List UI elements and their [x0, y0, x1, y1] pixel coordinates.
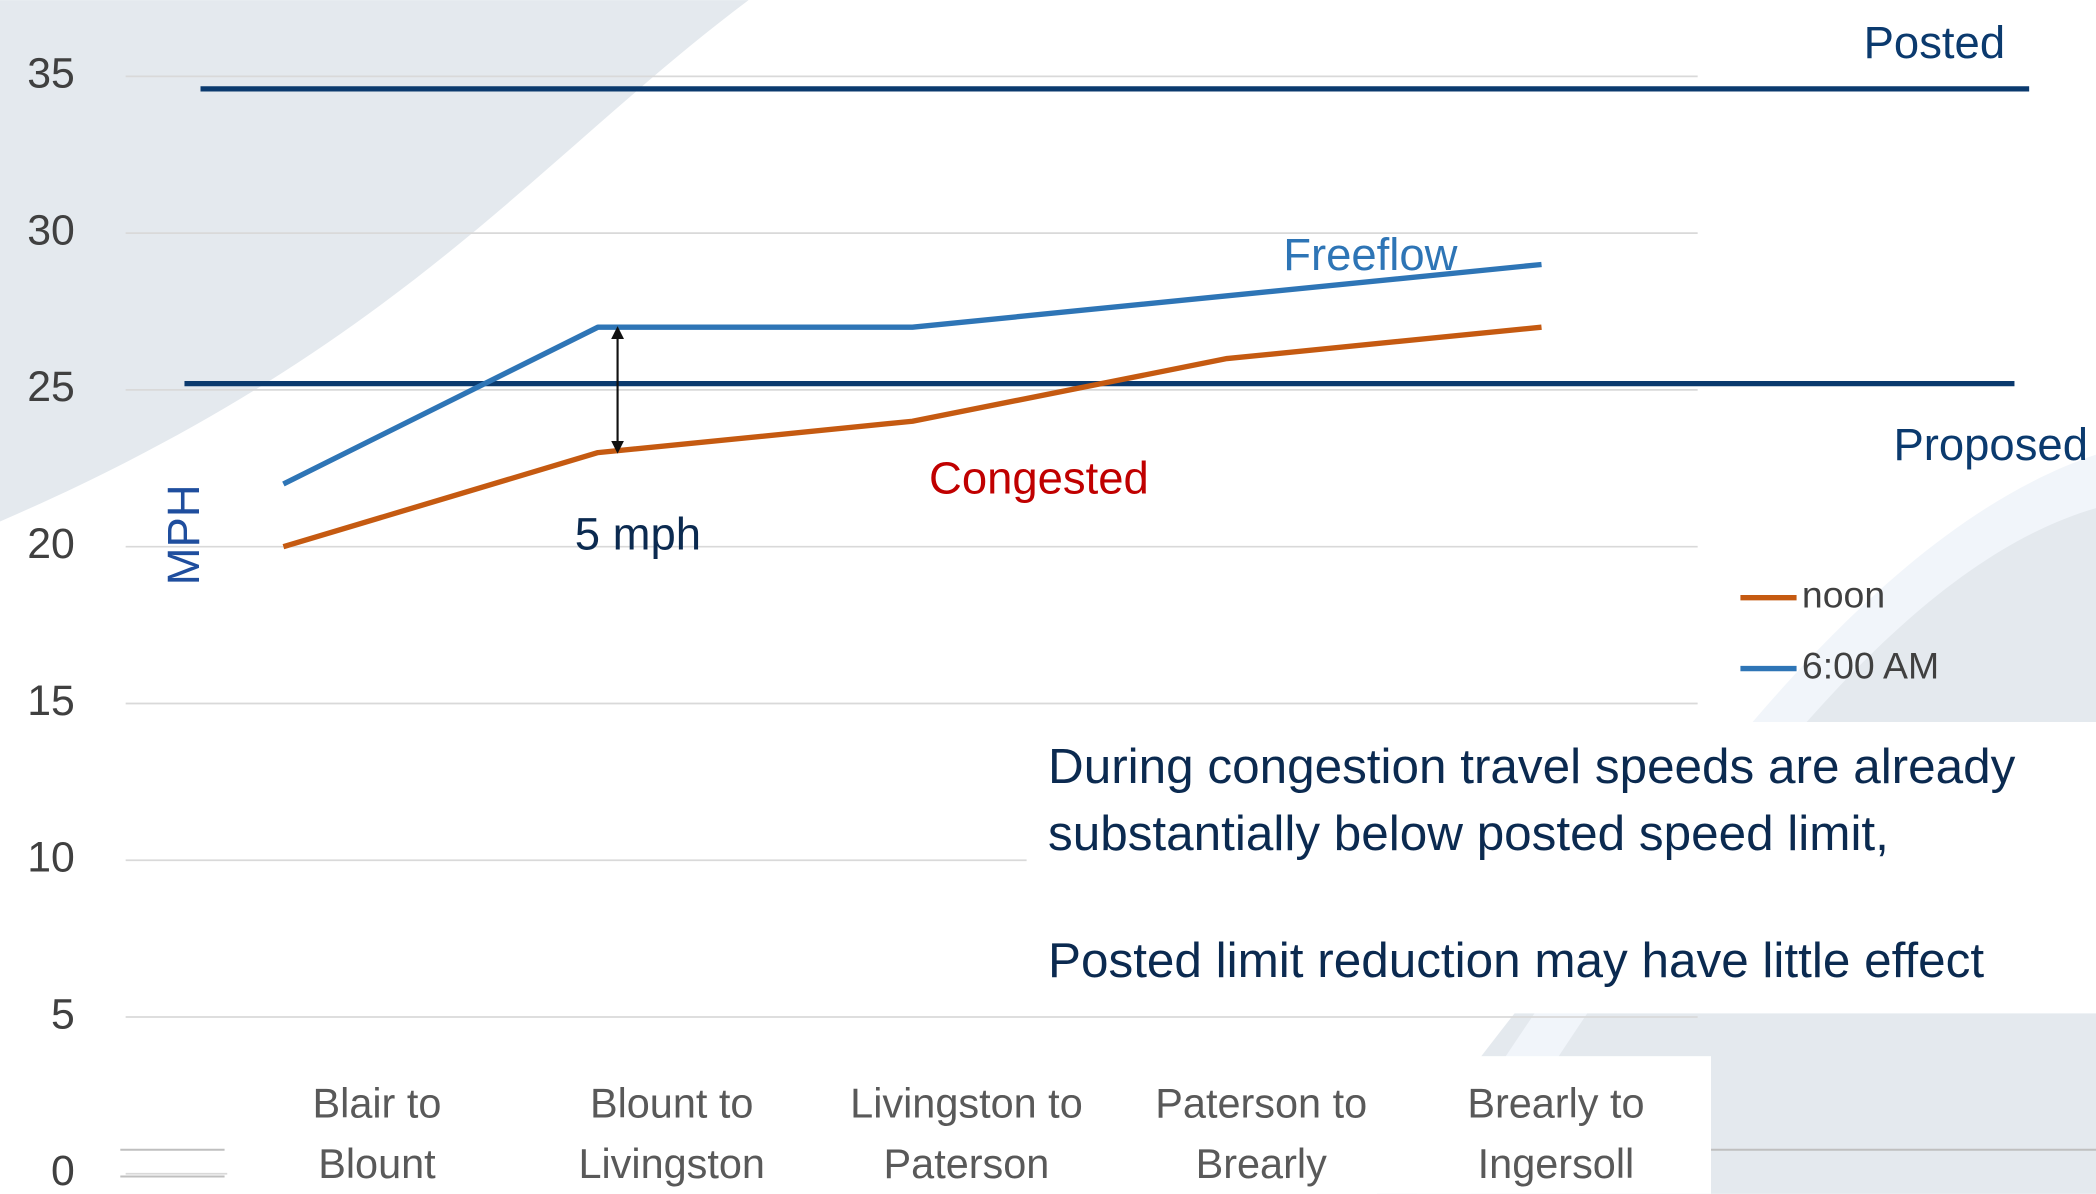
note-box [1026, 721, 2096, 1014]
x-tick-label: Paterson to Brearly [1155, 1080, 1367, 1187]
legend-label: 6:00 AM [1802, 644, 1939, 686]
y-tick-label: 20 [27, 520, 75, 568]
y-tick-label: 15 [27, 677, 75, 725]
annotation: 5 mph [575, 509, 701, 560]
y-tick-label: 35 [27, 50, 75, 98]
note-text: During congestion travel speeds are alre… [1048, 739, 2016, 794]
legend-label: noon [1802, 574, 1885, 616]
series-line [282, 324, 1542, 550]
category-box [227, 1056, 1712, 1194]
x-tick-label: Blair to Blount [312, 1080, 441, 1187]
reference-line-label: Posted [1864, 17, 2005, 68]
y-tick-label: 0 [51, 1147, 75, 1194]
x-tick-label: Brearly to Ingersoll [1467, 1080, 1644, 1187]
annotation: Freeflow [1283, 229, 1457, 280]
series-line [282, 261, 1542, 487]
reference-line-label: Proposed [1893, 419, 2088, 470]
y-tick-label: 10 [27, 834, 75, 882]
annotation: Congested [929, 452, 1149, 503]
y-tick-label: 25 [27, 363, 75, 411]
y-axis-label: MPH [158, 484, 209, 585]
y-tick-label: 5 [51, 990, 75, 1038]
x-tick-label: Blount to Livingston [578, 1080, 765, 1187]
note-text: substantially below posted speed limit, [1048, 806, 1889, 861]
y-tick-label: 30 [27, 206, 75, 254]
note-text: Posted limit reduction may have little e… [1048, 933, 1984, 988]
x-tick-label: Livingston to Paterson [850, 1080, 1083, 1187]
background-swoosh [0, 0, 749, 522]
